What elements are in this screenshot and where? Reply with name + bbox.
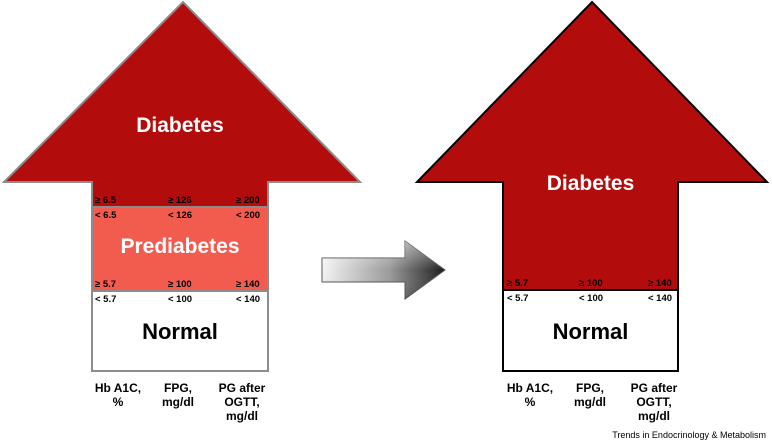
threshold-value: < 140	[648, 293, 673, 304]
threshold-value: ≥ 140	[236, 279, 260, 290]
right-axis-label-hba1c: Hb A1C, %	[506, 381, 554, 409]
right-diabetes-region	[414, 0, 770, 291]
threshold-value: < 5.7	[95, 294, 117, 305]
left-prediabetes-label: Prediabetes	[120, 235, 240, 258]
threshold-value: ≥ 126	[168, 195, 192, 206]
transition-arrow	[321, 240, 446, 300]
threshold-value: ≥ 5.7	[95, 279, 117, 290]
threshold-value: < 126	[168, 210, 193, 221]
threshold-value: ≥ 100	[168, 279, 192, 290]
right-axis-label-pg-ogtt: PG after OGTT, mg/dl	[630, 381, 678, 423]
journal-credit: Trends in Endocrinology & Metabolism	[612, 430, 766, 440]
right-axis-label-fpg: FPG, mg/dl	[574, 381, 606, 409]
threshold-value: < 200	[236, 210, 261, 221]
left-prediabetes-region	[91, 206, 269, 292]
left-diabetes-region	[1, 0, 363, 208]
threshold-value: ≥ 100	[579, 278, 603, 289]
left-axis-label-fpg: FPG, mg/dl	[162, 381, 194, 409]
threshold-value: ≥ 5.7	[507, 278, 529, 289]
left-normal-region	[91, 290, 269, 372]
right-diabetes-label: Diabetes	[546, 172, 635, 195]
threshold-value: ≥ 6.5	[95, 195, 117, 206]
left-normal-label: Normal	[142, 319, 218, 344]
right-normal-region	[502, 289, 679, 372]
threshold-value: < 140	[236, 294, 261, 305]
threshold-value: < 100	[579, 293, 604, 304]
threshold-value: ≥ 140	[648, 278, 672, 289]
right-normal-label: Normal	[552, 319, 629, 344]
left-axis-label-pg-ogtt: PG after OGTT, mg/dl	[218, 381, 266, 423]
left-axis-label-hba1c: Hb A1C, %	[94, 381, 142, 409]
threshold-value: ≥ 200	[236, 195, 260, 206]
threshold-value: < 100	[168, 294, 193, 305]
threshold-value: < 5.7	[507, 293, 529, 304]
left-diabetes-label: Diabetes	[136, 114, 224, 137]
threshold-value: < 6.5	[95, 210, 117, 221]
